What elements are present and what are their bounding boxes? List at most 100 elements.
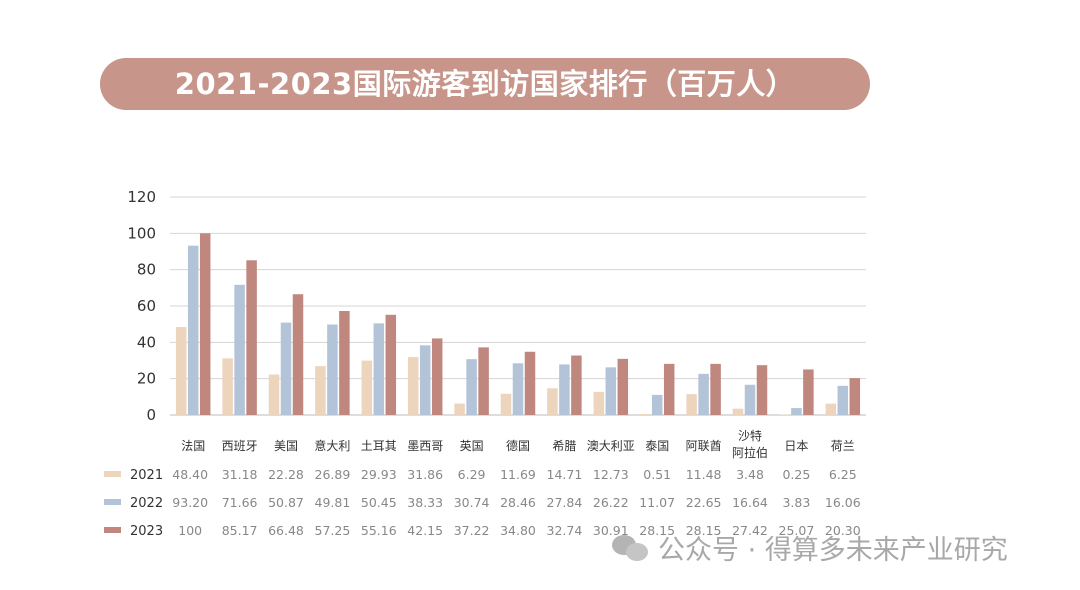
data-table-value: 93.20 [172, 495, 208, 510]
watermark: 公众号 · 得算多未来产业研究 [612, 528, 1008, 567]
bar-2023 [292, 294, 304, 415]
data-table-value: 12.73 [593, 467, 629, 482]
chart-title: 2021-2023国际游客到访国家排行（百万人） [100, 58, 870, 110]
data-table-value: 71.66 [222, 495, 258, 510]
bar-2022 [512, 363, 524, 415]
category-label: 法国 [181, 439, 205, 453]
category-label: 沙特 [738, 428, 762, 443]
bar-2022 [327, 324, 338, 415]
bar-2022 [280, 322, 292, 415]
y-tick-label: 60 [137, 297, 156, 315]
bar-2022 [791, 408, 802, 415]
data-table-value: 38.33 [407, 495, 443, 510]
data-table-value: 20.30 [825, 523, 861, 538]
data-table-value: 34.80 [500, 523, 536, 538]
data-table-value: 22.28 [268, 467, 304, 482]
category-label: 澳大利亚 [587, 439, 635, 453]
data-table-value: 85.17 [222, 523, 258, 538]
data-table-value: 14.71 [547, 467, 583, 482]
bar-2022 [373, 323, 385, 415]
data-table-value: 0.51 [643, 467, 671, 482]
bar-2022 [419, 345, 431, 415]
bar-2022 [234, 284, 245, 415]
data-table-value: 27.42 [732, 523, 768, 538]
data-table-value: 50.87 [268, 495, 304, 510]
category-label: 阿联酋 [686, 438, 722, 453]
bar-2022 [651, 394, 663, 415]
bar-2021 [315, 366, 326, 415]
y-tick-label: 120 [127, 188, 156, 206]
category-label: 德国 [506, 438, 530, 453]
bar-2023 [478, 347, 489, 415]
data-table-value: 28.46 [500, 495, 536, 510]
bar-2021 [547, 388, 558, 415]
category-label: 阿拉伯 [732, 445, 768, 460]
category-label: 美国 [274, 439, 298, 453]
category-label: 日本 [784, 439, 808, 453]
bar-2021 [732, 408, 744, 415]
legend-label: 2022 [130, 496, 163, 511]
data-table-value: 55.16 [361, 523, 397, 538]
category-label: 土耳其 [361, 439, 397, 453]
bar-2021 [222, 358, 233, 415]
data-table-value: 42.15 [407, 523, 443, 538]
data-table-value: 11.48 [686, 467, 722, 482]
bar-2023 [339, 310, 350, 415]
data-table-value: 6.29 [458, 467, 486, 482]
wechat-icon [612, 533, 650, 563]
watermark-text: 公众号 · 得算多未来产业研究 [658, 535, 1008, 566]
bar-2023 [617, 358, 629, 415]
bar-2023 [385, 314, 397, 415]
legend-label: 2021 [130, 468, 163, 483]
bar-2021 [825, 403, 837, 415]
data-table-value: 3.48 [736, 467, 764, 482]
bar-2023 [431, 338, 443, 415]
data-table-value: 29.93 [361, 467, 397, 482]
bar-2021 [500, 393, 512, 415]
data-table-value: 0.25 [782, 467, 810, 482]
data-table-value: 26.89 [315, 467, 351, 482]
data-table-value: 32.74 [547, 523, 583, 538]
category-label: 西班牙 [222, 439, 258, 453]
bar-2021 [407, 357, 419, 415]
y-tick-label: 0 [146, 406, 156, 424]
bar-2022 [605, 367, 617, 415]
data-table-value: 48.40 [172, 467, 208, 482]
bar-2023 [199, 233, 211, 415]
y-tick-label: 100 [127, 224, 156, 242]
y-tick-label: 20 [137, 370, 156, 388]
data-table-value: 22.65 [686, 495, 722, 510]
bar-2023 [246, 260, 257, 415]
data-table-value: 28.15 [686, 523, 722, 538]
category-label: 泰国 [645, 439, 669, 453]
data-table-value: 30.74 [454, 495, 490, 510]
data-table-value: 16.06 [825, 495, 861, 510]
bar-2021 [268, 374, 280, 415]
data-table-value: 100 [178, 523, 202, 538]
legend-swatch-2022 [104, 499, 121, 505]
category-label: 希腊 [552, 438, 576, 453]
bar-2021 [593, 391, 605, 415]
bar-2023 [571, 355, 582, 415]
data-table-value: 28.15 [639, 523, 675, 538]
bar-2022 [744, 384, 756, 415]
data-table-value: 50.45 [361, 495, 397, 510]
bar-2021 [454, 403, 465, 415]
data-table-value: 31.18 [222, 467, 258, 482]
y-tick-label: 40 [137, 333, 156, 351]
bar-2021 [175, 327, 187, 415]
data-table-value: 16.64 [732, 495, 768, 510]
data-table-value: 57.25 [315, 523, 351, 538]
bar-2023 [663, 363, 675, 415]
bar-2022 [466, 359, 477, 415]
legend-swatch-2021 [104, 471, 121, 477]
data-table-value: 49.81 [315, 495, 351, 510]
legend-swatch-2023 [104, 527, 121, 533]
data-table-value: 66.48 [268, 523, 304, 538]
bar-2023 [849, 378, 861, 415]
data-table-value: 30.91 [593, 523, 629, 538]
bar-2023 [524, 351, 536, 415]
data-table-value: 11.69 [500, 467, 536, 482]
legend-label: 2023 [130, 524, 163, 539]
